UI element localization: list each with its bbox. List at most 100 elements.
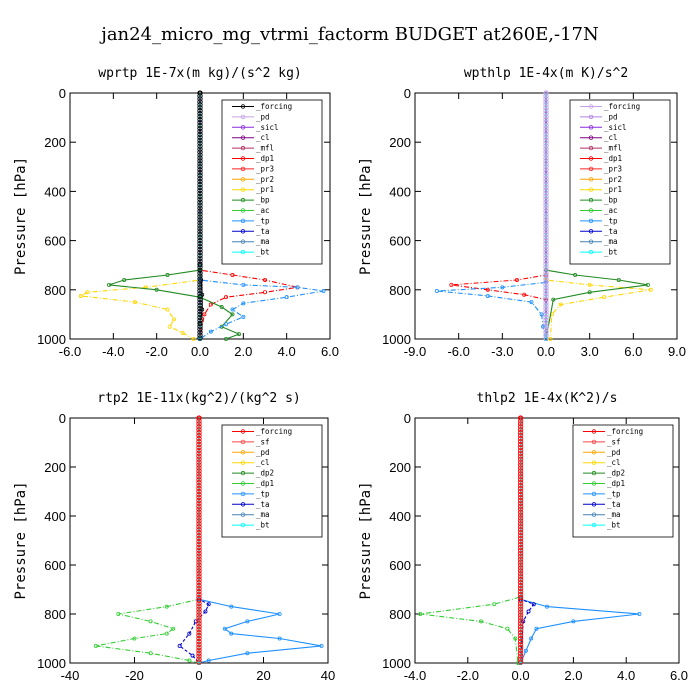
series-point xyxy=(202,312,207,317)
zero-marker xyxy=(197,155,203,161)
legend-marker xyxy=(240,481,246,486)
x-tick-label: 0 xyxy=(195,668,202,683)
zero-marker xyxy=(197,220,203,226)
legend-entry: _sf xyxy=(607,437,621,446)
zero-marker xyxy=(197,273,203,279)
legend-marker xyxy=(240,439,246,445)
zero-marker xyxy=(197,264,203,270)
zero-marker xyxy=(196,482,202,489)
zero-marker xyxy=(196,606,202,612)
zero-marker xyxy=(517,547,524,553)
legend-entry: _bt xyxy=(604,248,618,257)
y-tick-label: 400 xyxy=(44,184,66,199)
zero-marker xyxy=(196,559,202,565)
zero-marker xyxy=(517,506,524,512)
zero-marker xyxy=(196,418,202,424)
zero-marker xyxy=(196,518,202,524)
zero-marker xyxy=(197,276,203,282)
zero-marker xyxy=(197,282,203,288)
zero-marker xyxy=(543,261,549,267)
zero-marker xyxy=(543,258,549,264)
series-point xyxy=(513,636,518,641)
zero-marker xyxy=(517,491,524,498)
series-point xyxy=(515,661,520,666)
zero-marker xyxy=(543,187,549,194)
y-tick-label: 400 xyxy=(389,184,411,199)
legend-marker xyxy=(240,429,246,434)
x-tick-label: 2.0 xyxy=(564,668,582,683)
y-tick-label: 600 xyxy=(389,234,411,249)
zero-marker xyxy=(197,258,203,264)
zero-marker xyxy=(197,296,203,303)
y-axis-label: Pressure [hPa] xyxy=(13,157,29,275)
zero-marker xyxy=(517,612,524,618)
x-tick-label: -40 xyxy=(61,668,80,683)
legend-marker xyxy=(588,156,594,161)
legend-marker xyxy=(240,135,246,140)
series-point xyxy=(545,604,550,609)
x-tick-label: 0.0 xyxy=(191,344,209,359)
zero-marker xyxy=(197,332,203,338)
series-point xyxy=(171,317,176,322)
series-point xyxy=(164,604,169,609)
legend-box xyxy=(572,424,674,538)
legend-entry: _pr2 xyxy=(604,175,622,184)
zero-marker xyxy=(197,173,203,179)
zero-marker xyxy=(517,544,524,551)
legend-entry: _cl xyxy=(607,458,621,467)
y-tick-label: 200 xyxy=(44,460,66,475)
zero-marker xyxy=(196,532,202,539)
zero-marker xyxy=(197,288,203,294)
zero-marker xyxy=(517,444,524,451)
legend-entry: _pr3 xyxy=(604,164,622,173)
zero-marker xyxy=(543,178,549,185)
y-tick-label: 800 xyxy=(44,607,66,622)
legend-marker xyxy=(240,249,246,255)
zero-marker xyxy=(197,96,203,102)
legend-marker xyxy=(588,135,594,140)
zero-marker xyxy=(543,184,549,191)
zero-marker xyxy=(197,308,203,315)
panel-title: rtp2 1E-11x(kg^2)/(kg^2 s) xyxy=(97,391,301,406)
legend-marker xyxy=(588,145,594,151)
zero-marker xyxy=(197,111,203,117)
zero-marker xyxy=(543,146,549,152)
zero-marker xyxy=(197,90,203,96)
legend-entry: _mfl xyxy=(604,144,622,153)
series-point xyxy=(165,273,170,278)
zero-marker xyxy=(196,521,202,527)
zero-marker xyxy=(196,494,202,501)
y-tick-label: 800 xyxy=(44,283,66,298)
legend-entry: _forcing xyxy=(604,102,640,111)
zero-marker xyxy=(543,335,549,341)
legend-entry: _ma xyxy=(256,510,270,519)
legend-entry: _cl xyxy=(604,133,618,142)
series-point xyxy=(522,292,527,297)
zero-marker xyxy=(196,588,202,595)
x-tick-label: -6.0 xyxy=(447,344,469,359)
zero-marker xyxy=(543,326,549,332)
series-point xyxy=(132,300,137,305)
series-point xyxy=(505,626,510,631)
legend-entry: _mfl xyxy=(256,144,274,153)
zero-marker xyxy=(197,205,203,211)
y-tick-label: 400 xyxy=(44,509,66,524)
zero-marker xyxy=(517,556,524,562)
legend-box xyxy=(221,424,323,538)
legend-entry: _dp2 xyxy=(607,469,625,478)
series-point xyxy=(203,609,208,614)
zero-marker xyxy=(196,441,202,448)
zero-marker xyxy=(543,125,549,132)
series-point xyxy=(208,329,213,334)
zero-marker xyxy=(197,184,203,191)
zero-marker xyxy=(196,571,202,577)
x-tick-label: 4.0 xyxy=(617,668,635,683)
zero-marker xyxy=(197,149,203,155)
zero-marker xyxy=(517,644,524,650)
zero-marker xyxy=(196,444,202,451)
zero-marker xyxy=(517,468,524,474)
zero-marker xyxy=(517,482,524,489)
zero-marker xyxy=(517,621,524,627)
x-tick-label: -4.0 xyxy=(404,668,426,683)
series-point xyxy=(319,643,324,648)
